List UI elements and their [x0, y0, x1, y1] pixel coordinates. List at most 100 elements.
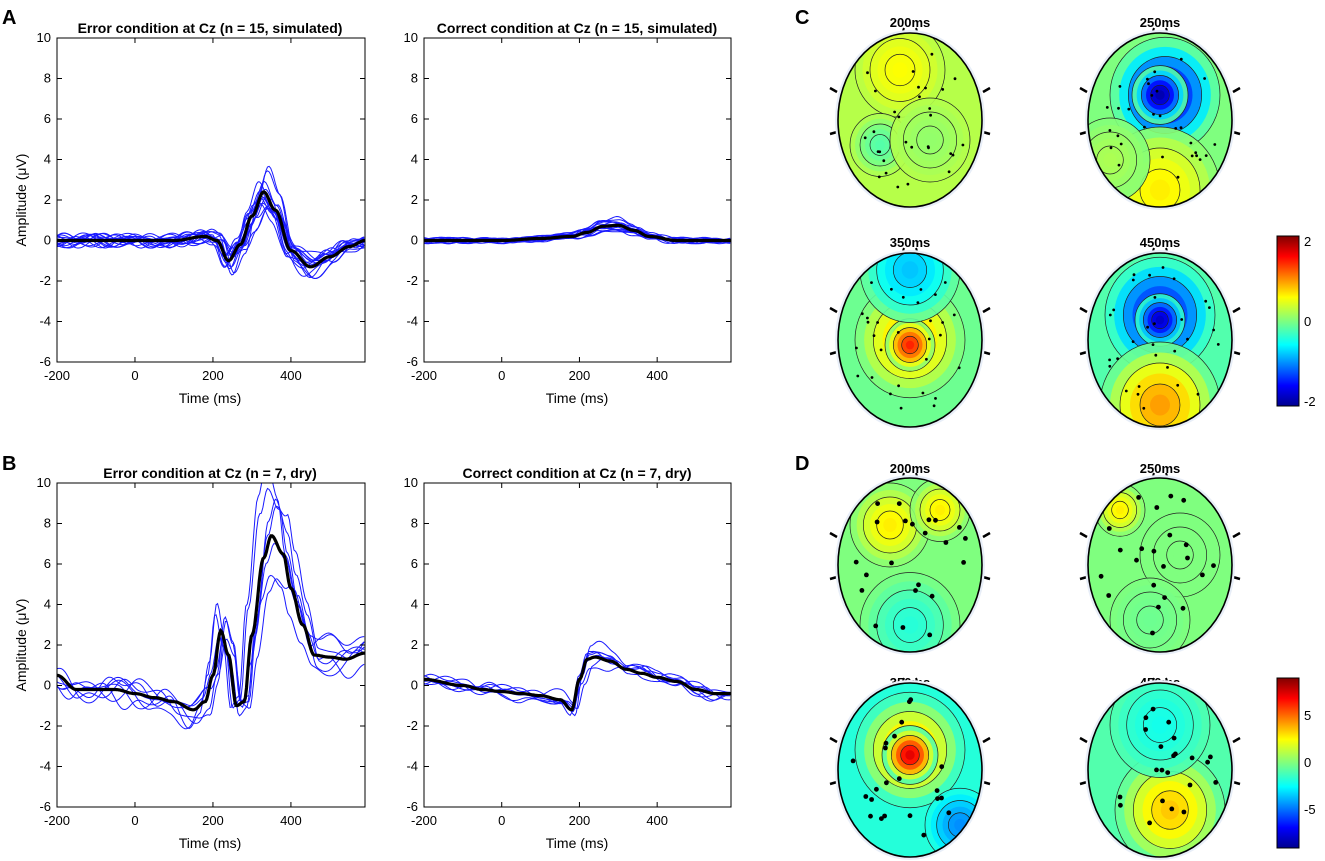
electrode-dot — [883, 740, 889, 746]
colorbar-tick: 0 — [1304, 755, 1311, 770]
y-tick-label: -2 — [39, 718, 51, 733]
x-tick-label: 400 — [646, 813, 668, 828]
electrode-dot — [872, 130, 876, 134]
electrode-dot — [1198, 158, 1202, 161]
electrode-dot — [889, 560, 894, 566]
y-axis-label: Amplitude (μV) — [13, 154, 29, 247]
electrode-dot — [1166, 719, 1172, 725]
x-tick-label: 400 — [280, 813, 302, 828]
y-tick-label: 2 — [44, 192, 51, 207]
electrode-dot — [1196, 392, 1200, 396]
electrode-dot — [1208, 306, 1211, 309]
y-tick-label: 6 — [411, 111, 418, 126]
subject-trace — [57, 196, 365, 264]
x-tick-label: 200 — [202, 368, 224, 383]
y-tick-label: -2 — [406, 718, 418, 733]
x-tick-label: 0 — [498, 368, 505, 383]
contour-line — [1122, 591, 1178, 649]
electrode-dot — [901, 295, 905, 299]
electrode-dot — [1187, 782, 1193, 788]
scalp-topomap — [829, 472, 991, 655]
contour-line — [872, 711, 948, 789]
electrode-dot — [933, 517, 938, 523]
electrode-dot — [1106, 526, 1112, 531]
electrode-dot — [870, 281, 873, 284]
electrode-dot — [1189, 141, 1193, 145]
electrode-dot — [1213, 143, 1217, 146]
electrode-dot — [1131, 278, 1135, 282]
contour-line — [1139, 383, 1181, 427]
electrode-dot — [929, 319, 932, 323]
panel-label-a: A — [2, 7, 16, 29]
electrode-dot — [1136, 392, 1140, 396]
electrode-dot — [1172, 277, 1176, 281]
electrode-dot — [856, 374, 860, 378]
electrode-dot — [899, 406, 903, 410]
plot-frame — [423, 482, 732, 808]
electrode-dot — [1136, 495, 1141, 500]
colorbar-tick: 2 — [1304, 234, 1311, 249]
x-tick-label: 0 — [131, 368, 138, 383]
head-outline — [837, 477, 983, 653]
y-tick-label: 10 — [404, 30, 418, 45]
electrode-dot — [1151, 548, 1157, 554]
electrode-dot — [939, 333, 942, 337]
y-tick-label: -2 — [406, 273, 418, 288]
electrode-dot — [919, 288, 923, 291]
y-tick-label: 6 — [44, 111, 51, 126]
plot-error-simulated: Error condition at Cz (n = 15, simulated… — [13, 20, 366, 406]
grand-average-line — [424, 655, 731, 712]
electrode-dot — [1180, 318, 1184, 321]
electrode-dot — [925, 357, 928, 361]
x-axis-label: Time (ms) — [546, 390, 608, 406]
electrode-dot — [1179, 57, 1183, 61]
contour-line — [869, 38, 931, 102]
panel-label-c: C — [795, 7, 809, 29]
x-axis-label: Time (ms) — [179, 835, 241, 851]
electrode-dot — [875, 501, 880, 506]
y-tick-label: 8 — [411, 71, 418, 86]
electrode-dot — [1154, 767, 1159, 773]
contour-line — [1142, 707, 1178, 743]
contour-line — [902, 111, 958, 169]
electrode-dot — [904, 140, 908, 144]
electrode-dot — [1173, 349, 1177, 353]
y-tick-label: -4 — [39, 314, 51, 329]
contour-line — [924, 787, 982, 857]
y-tick-label: 6 — [44, 556, 51, 571]
electrode-dot — [921, 391, 925, 395]
x-tick-label: 200 — [569, 813, 591, 828]
electrode-dot — [1212, 328, 1215, 332]
electrode-dot — [866, 71, 869, 75]
electrode-dot — [1108, 313, 1112, 317]
x-axis-label: Time (ms) — [179, 390, 241, 406]
electrode-dot — [1109, 146, 1113, 150]
scalp-topomap — [829, 247, 991, 430]
contour-line — [900, 744, 920, 766]
topomap-grid-d: 200ms 250ms 350ms 450ms 5 0 -5 — [829, 461, 1316, 860]
electrode-dot — [1190, 154, 1194, 158]
electrode-dot — [918, 95, 921, 99]
subject-trace — [57, 202, 365, 264]
electrode-dot — [1142, 406, 1146, 410]
electrode-dot — [884, 780, 889, 786]
electrode-dot — [866, 320, 870, 324]
electrode-dot — [866, 316, 869, 320]
electrode-dot — [1137, 385, 1141, 388]
electrode-dot — [1151, 343, 1155, 346]
colorbar-tick: 0 — [1304, 314, 1311, 329]
electrode-dot — [1146, 77, 1149, 81]
electrode-dot — [1203, 77, 1206, 80]
y-tick-label: 8 — [44, 71, 51, 86]
electrode-dot — [1166, 366, 1169, 369]
electrode-dot — [963, 536, 968, 541]
y-tick-label: 2 — [411, 192, 418, 207]
electrode-dot — [1205, 759, 1210, 765]
x-tick-label: 400 — [280, 368, 302, 383]
electrode-dot — [1204, 154, 1208, 157]
scalp-topomap — [1079, 677, 1241, 860]
electrode-dot — [1171, 735, 1177, 741]
topomap-time-label: 200ms — [890, 461, 930, 476]
plot-title: Correct condition at Cz (n = 7, dry) — [462, 465, 691, 481]
electrode-dot — [1169, 806, 1175, 812]
